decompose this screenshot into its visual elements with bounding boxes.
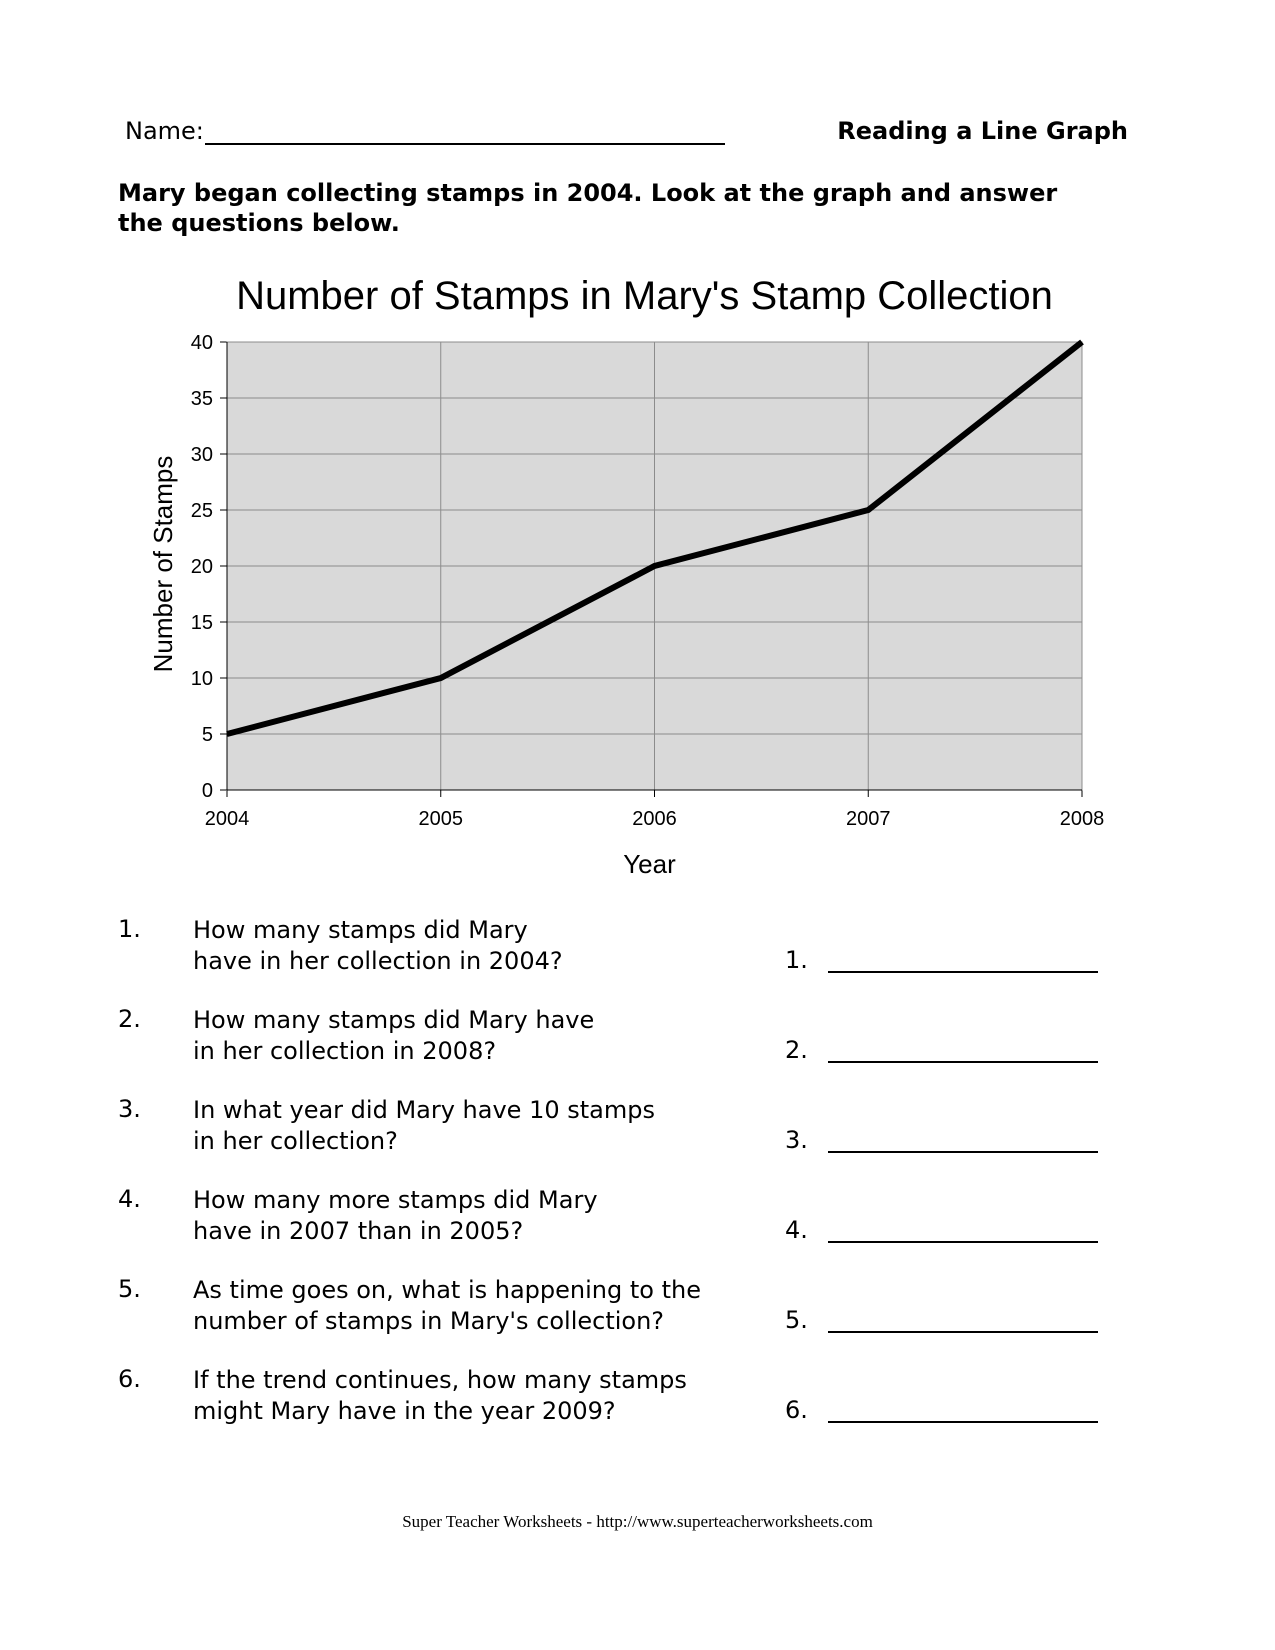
name-label: Name: bbox=[125, 117, 204, 145]
x-tick-label: 2008 bbox=[1060, 808, 1105, 830]
worksheet-title: Reading a Line Graph bbox=[837, 117, 1128, 145]
question-text-line: might Mary have in the year 2009? bbox=[193, 1397, 616, 1425]
question-text-line: How many stamps did Mary have bbox=[193, 1006, 595, 1034]
question-text-line: As time goes on, what is happening to th… bbox=[193, 1276, 701, 1304]
question-text-line: In what year did Mary have 10 stamps bbox=[193, 1096, 655, 1124]
question-text-line: in her collection? bbox=[193, 1127, 398, 1155]
footer: Super Teacher Worksheets - http://www.su… bbox=[402, 1512, 873, 1531]
chart-title: Number of Stamps in Mary's Stamp Collect… bbox=[236, 274, 1053, 318]
name-blank-line[interactable] bbox=[205, 143, 725, 145]
question-text: If the trend continues, how many stamps m… bbox=[193, 1365, 753, 1427]
question-text-line: have in 2007 than in 2005? bbox=[193, 1217, 524, 1245]
answer-blank-line[interactable] bbox=[828, 1241, 1098, 1243]
x-tick-label: 2006 bbox=[632, 808, 677, 830]
question-number: 6. bbox=[118, 1365, 141, 1393]
question-number: 3. bbox=[118, 1095, 141, 1123]
answer-blank-line[interactable] bbox=[828, 1421, 1098, 1423]
question-number: 1. bbox=[118, 915, 141, 943]
y-tick-label: 15 bbox=[191, 612, 213, 634]
y-tick-label: 30 bbox=[191, 444, 213, 466]
x-axis-label: Year bbox=[623, 849, 676, 879]
answer-blank-line[interactable] bbox=[828, 1151, 1098, 1153]
answer-number: 2. bbox=[785, 1036, 808, 1064]
answer-blank-line[interactable] bbox=[828, 971, 1098, 973]
y-tick-label: 5 bbox=[202, 724, 213, 746]
series-line bbox=[226, 339, 1084, 737]
question-text-line: in her collection in 2008? bbox=[193, 1037, 497, 1065]
question-text: In what year did Mary have 10 stamps in h… bbox=[193, 1095, 753, 1157]
y-axis-label: Number of Stamps bbox=[148, 456, 178, 673]
chart-svg: Number of Stamps in Mary's Stamp Collect… bbox=[148, 274, 1105, 879]
answer-blank-line[interactable] bbox=[828, 1331, 1098, 1333]
x-tick-label: 2004 bbox=[205, 808, 250, 830]
question-text: How many stamps did Mary have in her coll… bbox=[193, 1005, 753, 1067]
answer-number: 6. bbox=[785, 1396, 808, 1424]
question-text: How many more stamps did Mary have in 200… bbox=[193, 1185, 753, 1247]
answer-number: 3. bbox=[785, 1126, 808, 1154]
question-text: As time goes on, what is happening to th… bbox=[193, 1275, 753, 1337]
question-text-line: If the trend continues, how many stamps bbox=[193, 1366, 687, 1394]
question-number: 4. bbox=[118, 1185, 141, 1213]
y-tick-label: 25 bbox=[191, 500, 213, 522]
answer-blank-line[interactable] bbox=[828, 1061, 1098, 1063]
question-text: How many stamps did Mary have in her coll… bbox=[193, 915, 753, 977]
question-number: 2. bbox=[118, 1005, 141, 1033]
answer-number: 4. bbox=[785, 1216, 808, 1244]
x-tick-label: 2007 bbox=[846, 808, 891, 830]
y-tick-label: 35 bbox=[191, 388, 213, 410]
answer-number: 5. bbox=[785, 1306, 808, 1334]
question-text-line: How many more stamps did Mary bbox=[193, 1186, 598, 1214]
instructions: Mary began collecting stamps in 2004. Lo… bbox=[118, 179, 1058, 237]
question-text-line: have in her collection in 2004? bbox=[193, 947, 563, 975]
y-tick-label: 0 bbox=[202, 780, 213, 802]
question-text-line: number of stamps in Mary's collection? bbox=[193, 1307, 665, 1335]
y-tick-label: 40 bbox=[191, 332, 213, 354]
y-tick-label: 20 bbox=[191, 556, 213, 578]
answer-number: 1. bbox=[785, 946, 808, 974]
question-number: 5. bbox=[118, 1275, 141, 1303]
question-text-line: How many stamps did Mary bbox=[193, 916, 528, 944]
line-chart: Number of Stamps in Mary's Stamp Collect… bbox=[0, 262, 1275, 902]
y-tick-label: 10 bbox=[191, 668, 213, 690]
x-tick-label: 2005 bbox=[419, 808, 464, 830]
